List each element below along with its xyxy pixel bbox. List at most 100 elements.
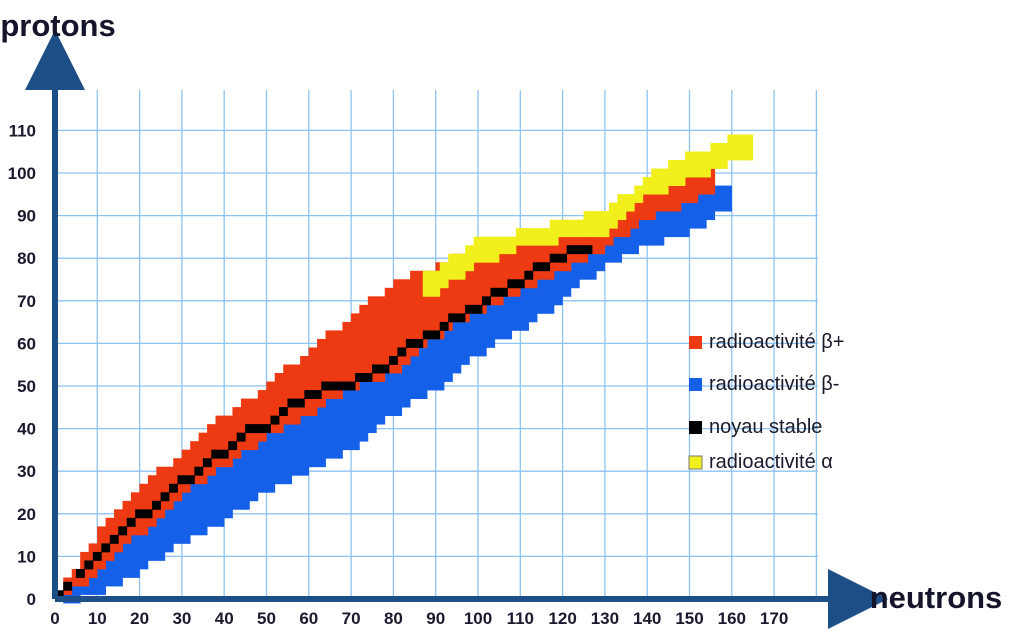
series-beta-plus-cell [291,381,301,391]
series-beta-minus-cell [697,202,707,212]
stable-nucleus [152,500,161,510]
series-beta-plus-cell [367,338,377,348]
series-beta-minus-cell [156,534,166,544]
series-beta-plus-cell [164,466,174,476]
stable-nucleus [507,279,517,289]
series-beta-minus-cell [240,475,250,485]
series-beta-minus-cell [562,279,572,289]
series-beta-plus-cell [215,432,225,442]
series-beta-minus-cell [122,568,132,578]
series-beta-minus-cell [680,202,690,212]
stable-nucleus [524,270,534,280]
series-alpha-cell [625,202,635,212]
series-beta-plus-cell [689,194,699,204]
series-beta-minus-cell [240,466,250,476]
series-beta-plus-cell [528,245,538,255]
series-beta-minus-cell [249,458,259,468]
series-stable [54,245,593,600]
series-beta-minus-cell [88,586,98,595]
series-beta-minus-cell [435,355,445,365]
series-beta-minus-cell [477,321,487,331]
series-beta-minus-cell [317,415,326,425]
series-beta-minus-cell [723,202,732,212]
series-beta-plus-cell [291,373,301,382]
series-beta-plus-cell [325,330,335,340]
series-beta-plus-cell [494,279,504,289]
series-beta-plus-cell [672,185,682,195]
series-beta-minus-cell [181,534,191,544]
series-beta-minus-cell [418,355,428,365]
series-beta-minus-cell [342,398,352,408]
stable-nucleus [515,279,525,289]
stable-nucleus [482,296,491,306]
series-beta-minus-cell [283,475,293,485]
series-beta-plus-cell [342,347,352,357]
stable-nucleus [355,373,364,382]
series-beta-plus-cell [672,202,682,212]
series-alpha-cell [608,211,618,221]
series-beta-minus-cell [190,509,200,519]
x-tick-label: 110 [507,609,534,628]
series-alpha-cell [693,168,703,178]
series-beta-plus-cell [181,466,191,476]
series-beta-minus-cell [494,330,504,340]
series-beta-plus-cell [494,270,504,280]
series-beta-minus-cell [486,304,496,314]
series-beta-minus-cell [469,330,479,340]
stable-nucleus [372,364,381,374]
series-alpha-cell [735,151,745,161]
series-beta-minus-cell [630,245,639,255]
series-alpha-cell [659,177,669,186]
stable-nucleus [278,407,288,417]
stable-nucleus [473,304,483,314]
series-beta-minus-cell [97,568,106,578]
series-beta-plus-cell [224,458,233,468]
series-beta-minus-cell [215,466,225,476]
series-alpha-cell [651,185,661,195]
series-beta-minus-cell [655,236,665,246]
series-alpha-cell [431,270,441,280]
series-beta-minus-cell [215,492,225,502]
series-beta-plus-cell [410,296,419,306]
series-beta-plus-cell [460,296,470,306]
series-beta-minus-cell [503,304,513,314]
series-beta-plus-cell [147,492,157,502]
series-alpha-cell [617,202,627,212]
series-beta-plus-cell [333,347,343,357]
x-tick-label: 70 [342,609,361,628]
series-beta-plus-cell [418,313,428,323]
series-beta-minus-cell [494,313,504,323]
series-beta-plus-cell [333,390,343,399]
series-beta-minus-cell [325,407,335,417]
series-beta-plus-cell [401,287,411,297]
stable-nucleus [54,590,64,600]
series-beta-minus-cell [308,432,318,442]
series-beta-plus-cell [350,321,360,331]
stable-nucleus [346,381,356,391]
stable-nucleus [388,355,398,365]
series-beta-minus-cell [376,398,386,408]
series-beta-minus-cell [333,398,343,408]
series-beta-plus-cell [181,449,191,459]
series-beta-plus-cell [367,304,377,314]
series-beta-plus-cell [198,449,208,459]
series-beta-plus-cell [553,262,563,272]
series-beta-plus-cell [621,219,631,229]
series-beta-plus-cell [359,347,369,357]
series-beta-minus-cell [367,424,377,434]
series-beta-minus-cell [443,355,453,365]
series-beta-minus-cell [350,407,360,417]
series-beta-minus-cell [638,219,648,229]
stable-nucleus [92,551,102,561]
series-beta-minus-cell [452,321,462,331]
series-beta-plus-cell [443,304,453,314]
series-beta-minus-cell [545,296,555,306]
series-alpha-cell [592,219,601,229]
x-tick-label: 50 [257,609,276,628]
series-beta-plus-cell [647,202,656,212]
series-alpha-cell [575,219,584,229]
series-beta-plus-cell [333,338,343,348]
series-beta-minus-cell [224,483,233,493]
series-beta-plus-cell [680,185,690,195]
series-alpha-cell [744,151,754,161]
